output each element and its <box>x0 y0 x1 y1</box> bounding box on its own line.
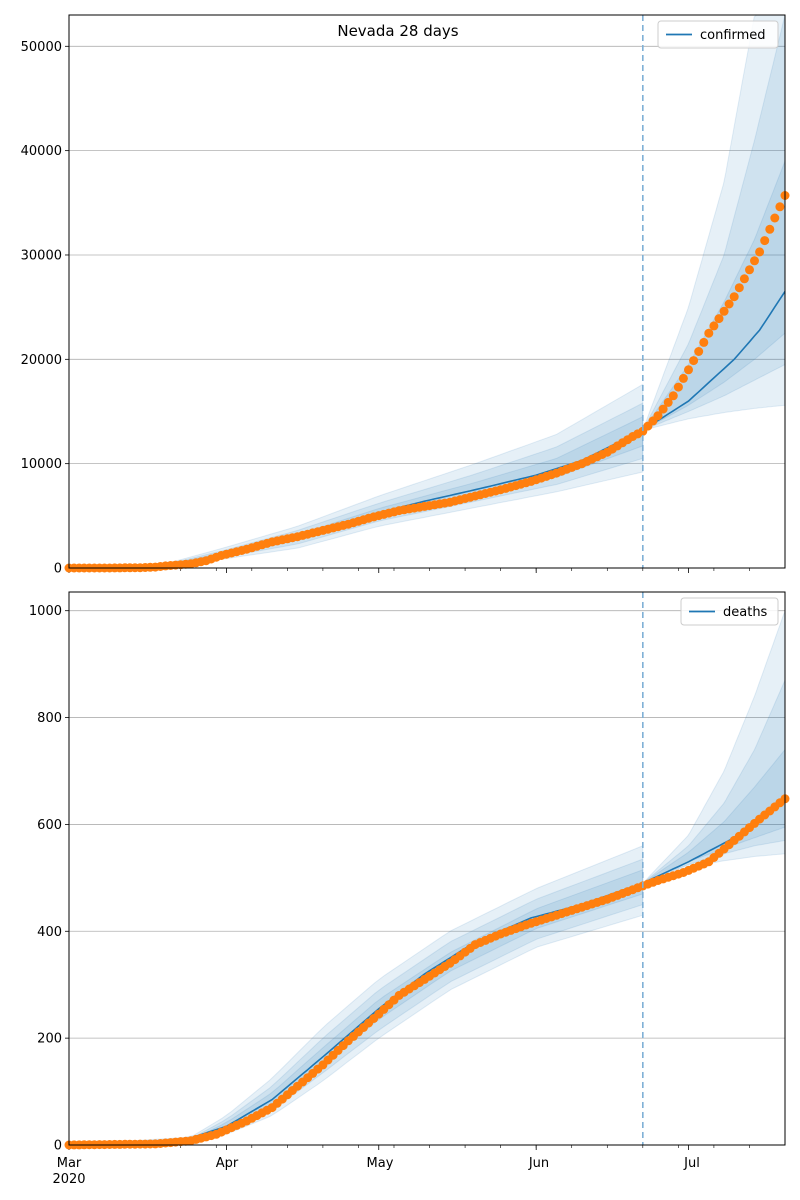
confirmed-observed-point <box>663 397 673 407</box>
deaths-legend: deaths <box>680 597 779 626</box>
x-tick-label-apr: Apr <box>216 1156 239 1171</box>
confirmed-y-tick-label: 50000 <box>21 40 62 55</box>
confirmed-observed-point <box>755 247 765 257</box>
deaths-panel: 0 200 400 600 800 1000 deaths <box>29 591 790 1154</box>
confirmed-observed-point <box>724 299 734 309</box>
confirmed-legend: confirmed <box>657 20 779 49</box>
deaths-uncertainty-band <box>69 845 644 1145</box>
confirmed-y-tick-label: 20000 <box>21 353 62 368</box>
deaths-uncertainty-band <box>642 679 785 884</box>
confirmed-observed-point <box>745 265 754 275</box>
confirmed-observed-point <box>694 347 704 356</box>
x-tick-label-may: May <box>367 1156 394 1171</box>
confirmed-panel: 0 10000 20000 30000 40000 50000 confirmed <box>21 14 790 577</box>
confirmed-uncertainty-band <box>641 15 785 432</box>
confirmed-observed-point <box>709 321 719 331</box>
confirmed-observed-point <box>653 411 663 421</box>
confirmed-y-tick-label: 30000 <box>21 248 62 263</box>
deaths-y-tick-label: 1000 <box>29 604 62 619</box>
deaths-y-tick-label: 800 <box>37 711 62 726</box>
confirmed-observed-point <box>689 356 699 366</box>
confirmed-observed-point <box>775 202 785 212</box>
confirmed-axes-frame <box>68 14 786 569</box>
confirmed-observed-point <box>760 236 770 246</box>
confirmed-observed-point <box>684 365 693 375</box>
confirmed-observed-point <box>658 404 668 414</box>
confirmed-observed-point <box>714 314 724 324</box>
confirmed-legend-box <box>657 20 779 49</box>
x-tick-label-mar: Mar <box>57 1156 82 1171</box>
confirmed-uncertainty-band <box>641 15 785 432</box>
confirmed-y-tick-label: 40000 <box>21 144 62 159</box>
confirmed-observed-point <box>750 256 759 266</box>
deaths-y-tick-label: 600 <box>37 818 62 833</box>
confirmed-observed-point <box>699 337 709 347</box>
confirmed-y-tick-label: 0 <box>54 562 62 577</box>
x-tick-label-jul: Jul <box>683 1156 700 1171</box>
confirmed-observed-point <box>668 391 678 401</box>
deaths-axes-frame <box>68 591 786 1146</box>
confirmed-legend-label: confirmed <box>700 28 766 43</box>
confirmed-observed-point <box>770 213 780 223</box>
deaths-legend-label: deaths <box>723 605 768 620</box>
confirmed-observed-point <box>719 306 729 316</box>
confirmed-observed-point <box>673 382 683 392</box>
deaths-legend-box <box>680 597 779 626</box>
x-tick-label-jun: Jun <box>528 1156 549 1171</box>
confirmed-observed-point <box>704 328 714 338</box>
confirmed-observed-point <box>739 274 749 284</box>
x-axis-labels: Mar Apr May Jun Jul 2020 <box>52 1156 699 1187</box>
confirmed-observed-points <box>64 191 790 573</box>
figure-title: Nevada 28 days <box>337 22 458 40</box>
confirmed-observed-point <box>765 224 775 234</box>
deaths-y-tick-label: 200 <box>37 1032 62 1047</box>
confirmed-observed-point <box>734 283 744 293</box>
confirmed-observed-point <box>729 292 739 302</box>
deaths-y-tick-label: 0 <box>54 1139 62 1154</box>
deaths-y-tick-label: 400 <box>37 925 62 940</box>
x-year-label: 2020 <box>52 1172 85 1187</box>
confirmed-y-tick-label: 10000 <box>21 457 62 472</box>
confirmed-observed-point <box>678 373 688 383</box>
